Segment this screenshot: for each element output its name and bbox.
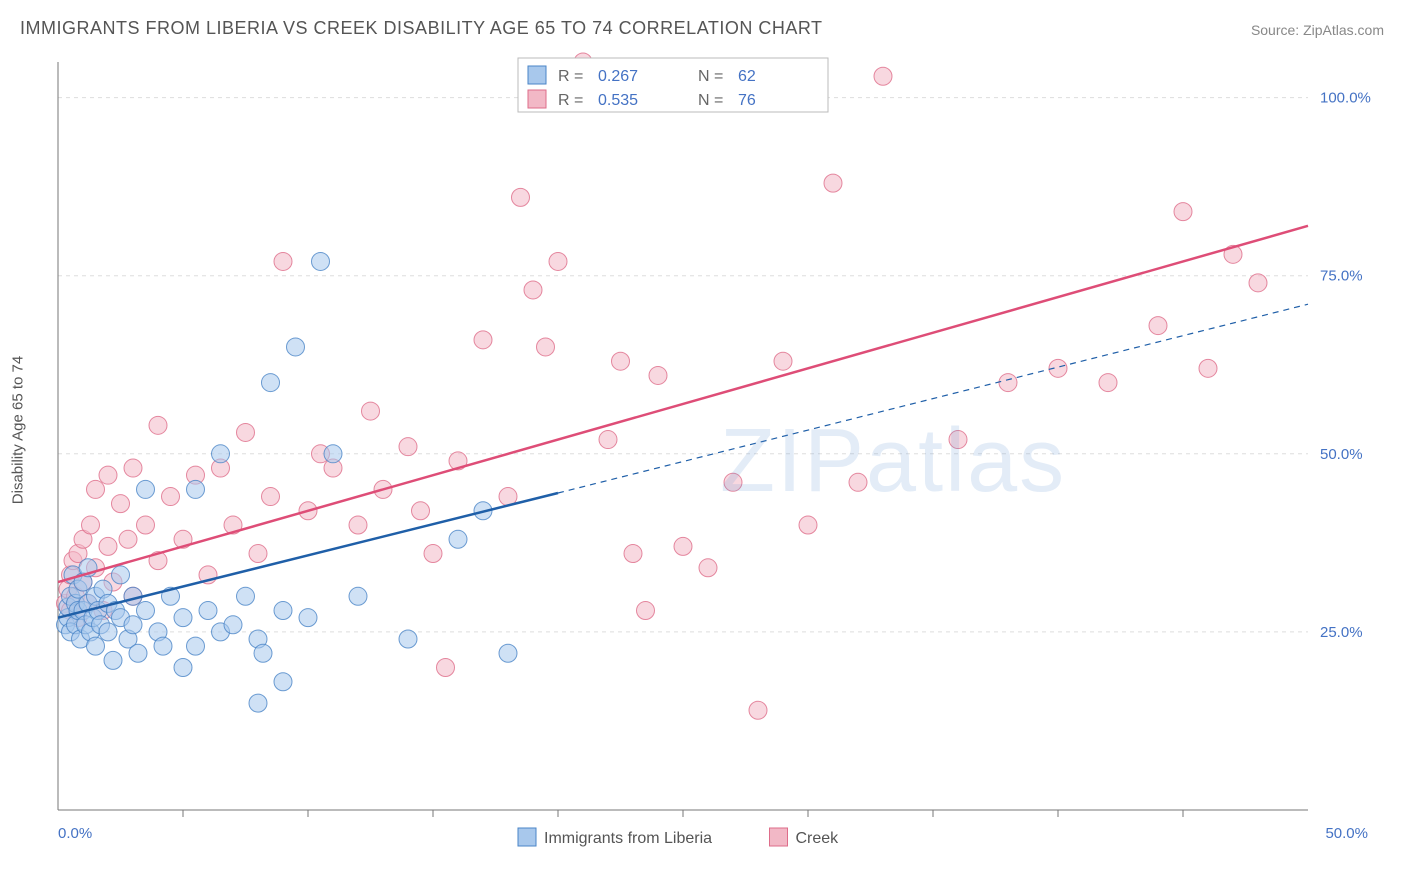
svg-text:62: 62 (738, 68, 756, 85)
svg-text:N =: N = (698, 92, 723, 109)
svg-text:76: 76 (738, 92, 756, 109)
svg-text:Immigrants from Liberia: Immigrants from Liberia (544, 830, 712, 847)
source-attribution: Source: ZipAtlas.com (1251, 22, 1384, 38)
svg-text:50.0%: 50.0% (1320, 446, 1363, 463)
svg-text:0.0%: 0.0% (58, 825, 92, 842)
svg-text:R =: R = (558, 68, 583, 85)
chart-title: IMMIGRANTS FROM LIBERIA VS CREEK DISABIL… (20, 18, 823, 39)
svg-text:0.267: 0.267 (598, 68, 638, 85)
y-axis-label: Disability Age 65 to 74 (10, 356, 27, 504)
source-link[interactable]: ZipAtlas.com (1303, 22, 1384, 38)
source-prefix: Source: (1251, 22, 1303, 38)
svg-text:75.0%: 75.0% (1320, 268, 1363, 285)
svg-text:50.0%: 50.0% (1325, 825, 1368, 842)
svg-text:R =: R = (558, 92, 583, 109)
svg-text:25.0%: 25.0% (1320, 624, 1363, 641)
svg-text:N =: N = (698, 68, 723, 85)
correlation-scatter-chart: 25.0% 50.0% 75.0% 100.0% 0.0% 50.0% R = 0.267 N … (48, 50, 1388, 860)
svg-text:0.535: 0.535 (598, 92, 638, 109)
svg-text:100.0%: 100.0% (1320, 90, 1371, 107)
svg-text:Creek: Creek (796, 830, 840, 847)
